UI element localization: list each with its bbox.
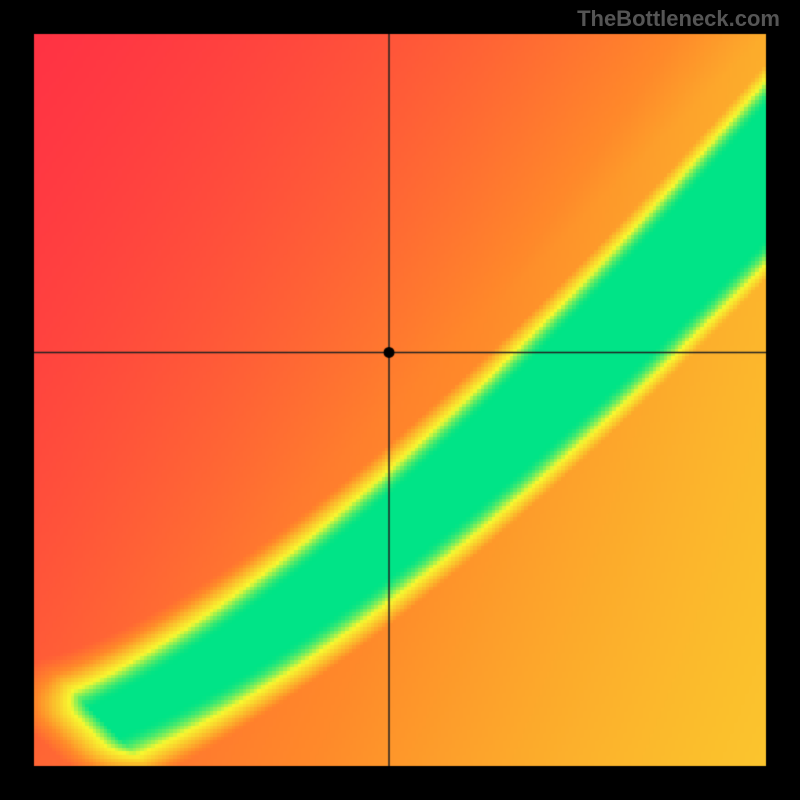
heatmap-canvas (0, 0, 800, 800)
chart-wrapper: TheBottleneck.com (0, 0, 800, 800)
watermark-text: TheBottleneck.com (577, 6, 780, 32)
